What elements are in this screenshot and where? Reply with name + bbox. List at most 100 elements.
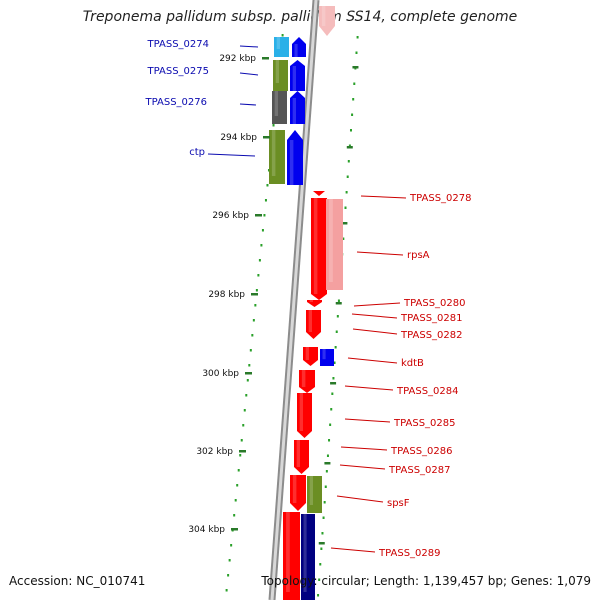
gene-leader-line-right bbox=[340, 446, 388, 451]
gene-label-right: TPASS_0284 bbox=[396, 386, 458, 397]
gene-block-olive bbox=[273, 60, 288, 91]
backbone-inner-line bbox=[270, 0, 318, 600]
gene-label-right: kdtB bbox=[401, 358, 424, 369]
track-dot-left bbox=[233, 514, 236, 517]
scale-tick-mark bbox=[262, 57, 269, 60]
gene-block-olive bbox=[269, 130, 285, 184]
track-dot-right bbox=[319, 563, 322, 566]
track-dot-left bbox=[252, 319, 255, 322]
track-dot-left bbox=[272, 124, 275, 127]
right-track-tick bbox=[335, 302, 342, 305]
scale-tick-mark bbox=[239, 450, 246, 453]
gene-arrow-forward-small bbox=[313, 191, 325, 196]
gene-arrow-forward bbox=[290, 475, 306, 511]
track-dot-right bbox=[352, 98, 355, 101]
gene-arrow-reverse bbox=[290, 91, 305, 124]
scale-tick-mark bbox=[255, 214, 262, 217]
gene-leader-line-left bbox=[239, 72, 259, 76]
gene-arrow-reverse bbox=[290, 60, 305, 91]
gene-block-olive-shade bbox=[275, 60, 279, 83]
gene-block-grey-shade bbox=[274, 91, 278, 116]
gene-leader-line-right bbox=[330, 547, 376, 553]
gene-arrow-reverse bbox=[292, 37, 306, 57]
track-dot-right bbox=[342, 237, 345, 240]
scale-tick-mark bbox=[263, 136, 270, 139]
scale-tick-label: 294 kbp bbox=[220, 133, 257, 143]
gene-block-olive-shade bbox=[309, 476, 313, 505]
track-dot-left bbox=[237, 469, 240, 472]
track-dot-right bbox=[328, 439, 331, 442]
track-dot-left bbox=[228, 559, 231, 562]
gene-arrow-forward-shade bbox=[292, 475, 297, 503]
track-dot-left bbox=[254, 304, 257, 307]
gene-label-left: TPASS_0274 bbox=[147, 39, 209, 50]
gene-arrow-forward bbox=[294, 440, 309, 474]
track-dot-right bbox=[329, 423, 332, 426]
gene-arrow-forward bbox=[303, 347, 318, 366]
track-dot-left bbox=[281, 34, 284, 37]
gene-label-right: TPASS_0282 bbox=[400, 330, 462, 341]
track-dot-right bbox=[326, 454, 329, 457]
track-dot-right bbox=[325, 470, 328, 473]
track-dot-left bbox=[264, 199, 267, 202]
track-dot-right bbox=[346, 175, 349, 178]
track-dot-right bbox=[332, 377, 335, 380]
gene-arrow-reverse-shade bbox=[294, 44, 298, 57]
track-dot-right bbox=[348, 144, 351, 147]
track-dot-right bbox=[356, 36, 359, 39]
track-dot-left bbox=[230, 544, 233, 547]
accession-text: Accession: NC_010741 bbox=[9, 574, 146, 588]
track-dot-right bbox=[355, 51, 358, 54]
gene-arrow-forward-shade bbox=[313, 198, 318, 294]
track-dot-left bbox=[236, 484, 239, 487]
track-dot-left bbox=[255, 289, 258, 292]
track-dot-right bbox=[320, 547, 323, 550]
topology-text: Topology: circular; Length: 1,139,457 bp… bbox=[261, 574, 591, 588]
gene-block-blue bbox=[320, 349, 334, 366]
scale-tick-label: 296 kbp bbox=[212, 211, 249, 221]
gene-leader-line-left bbox=[207, 153, 256, 157]
track-dot-left bbox=[263, 214, 266, 217]
gene-arrow-forward-shade bbox=[301, 370, 306, 387]
track-dot-right bbox=[345, 191, 348, 194]
track-dot-left bbox=[248, 364, 251, 367]
track-dot-right bbox=[334, 346, 337, 349]
gene-leader-line-left bbox=[239, 103, 257, 106]
right-track-tick bbox=[346, 146, 353, 149]
scale-tick-label: 292 kbp bbox=[219, 54, 256, 64]
gene-arrow-forward-shade bbox=[305, 347, 309, 360]
track-dot-right bbox=[353, 82, 356, 85]
track-dot-left bbox=[246, 379, 249, 382]
gene-features bbox=[269, 6, 343, 600]
gene-leader-line-right bbox=[344, 418, 391, 423]
gene-arrow-reverse bbox=[287, 130, 303, 185]
gene-arrow-forward-pink-shade bbox=[321, 6, 326, 26]
scale-tick-mark bbox=[231, 528, 238, 531]
scale-tick-label: 300 kbp bbox=[202, 369, 239, 379]
track-dot-left bbox=[251, 334, 254, 337]
right-track-tick bbox=[352, 66, 359, 69]
gene-arrow-forward-shade bbox=[299, 393, 303, 431]
track-dot-right bbox=[321, 532, 324, 535]
scale-tick-mark bbox=[251, 293, 258, 296]
gene-arrow-reverse-shade bbox=[289, 140, 294, 185]
track-dot-right bbox=[317, 594, 320, 597]
gene-label-right: TPASS_0278 bbox=[409, 193, 471, 204]
genome-backbone bbox=[268, 0, 320, 600]
gene-label-left: ctp bbox=[189, 147, 205, 158]
gene-block-cyan-shade bbox=[276, 37, 280, 49]
track-dot-right bbox=[335, 330, 338, 333]
track-dot-left bbox=[240, 439, 243, 442]
gene-leader-line-left bbox=[239, 45, 259, 48]
gene-block-navy bbox=[301, 514, 315, 600]
gene-block-forward bbox=[283, 512, 300, 600]
scale-tick-label: 304 kbp bbox=[188, 525, 225, 535]
gene-arrow-forward bbox=[307, 300, 322, 307]
track-dot-left bbox=[258, 259, 261, 262]
track-dot-left bbox=[260, 244, 263, 247]
gene-leader-line-right bbox=[336, 495, 384, 503]
track-dot-left bbox=[234, 499, 237, 502]
track-dot-right bbox=[330, 408, 333, 411]
gene-arrow-forward bbox=[306, 310, 321, 339]
